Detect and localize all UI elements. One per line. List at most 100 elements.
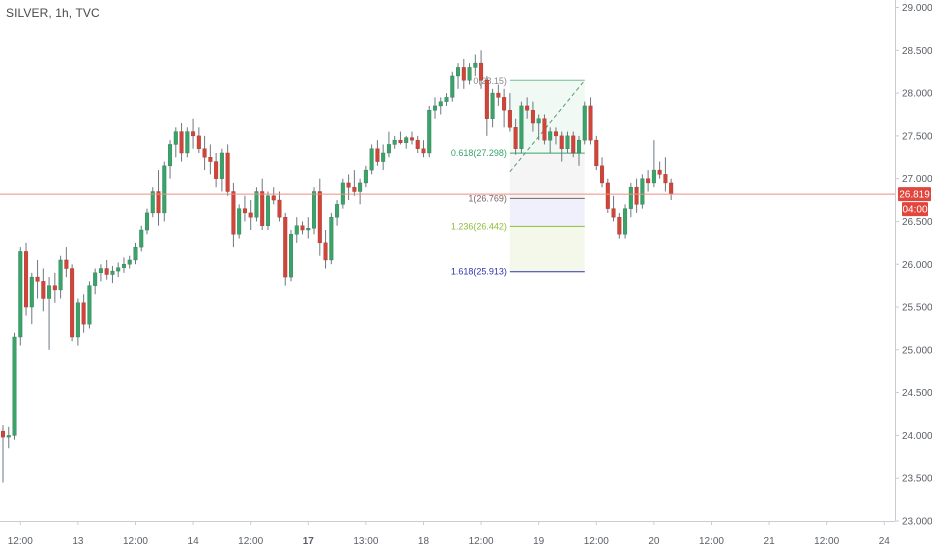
candle-body [467,67,472,81]
candle-body [237,208,242,235]
candle-body [640,178,645,205]
x-tick-label: 12:00 [123,536,148,547]
candle-body [542,118,547,141]
candle-body [346,182,351,188]
candle-body [363,169,368,184]
y-tick-label: 28.500 [902,46,932,57]
candle-body [415,139,420,149]
x-tick-label: 14 [188,536,200,547]
candle-body [156,191,161,214]
last-price-tag [898,187,931,202]
candle-body [98,268,103,274]
candle-body [12,336,17,436]
candles-layer [1,50,674,483]
candle-body [265,195,270,226]
x-tick-label: 12:00 [699,536,724,547]
y-tick-label: 24.500 [902,388,932,399]
candle-body [623,208,628,235]
y-tick-label: 26.000 [902,260,932,271]
candle-body [600,165,605,184]
candle-body [248,212,253,218]
y-tick-label: 26.500 [902,217,932,228]
candle-body [375,148,380,162]
y-tick-label: 25.500 [902,303,932,314]
candle-body [536,118,541,124]
candle-body [168,144,173,167]
candle-body [438,101,443,107]
candle-body [484,80,489,119]
candle-body [127,259,132,265]
fib-level-label: 1.618(25.913) [451,267,507,277]
candle-body [559,135,564,149]
candle-body [173,131,178,145]
y-tick-label: 27.500 [902,131,932,142]
y-tick-label: 23.000 [902,517,932,528]
countdown-tag [902,202,928,217]
countdown-value: 04:00 [902,205,927,216]
x-tick-label: 12:00 [469,536,494,547]
candle-body [611,208,616,218]
candle-body [404,137,409,143]
candle-body [571,135,576,154]
candle-body [530,109,535,124]
candle-body [352,187,357,192]
candle-body [588,105,593,141]
candle-body [507,109,512,128]
fib-zone-band [509,226,585,272]
candle-body [58,259,63,291]
candle-body [75,302,80,338]
candle-body [300,225,305,231]
candle-body [70,268,75,338]
candle-body [35,276,40,282]
y-tick-label: 29.000 [902,3,932,14]
candle-body [519,105,524,149]
candle-body [502,97,507,111]
candle-body [179,131,184,154]
candle-body [196,135,201,149]
fib-zone-band [509,198,585,227]
candle-body [289,234,294,278]
candle-body [104,268,109,275]
x-tick-label: 20 [648,536,660,547]
candle-body [496,92,501,98]
candle-body [64,259,69,269]
candle-body [121,264,126,268]
candle-body [565,135,570,149]
candle-body [553,131,558,137]
candle-body [208,157,213,162]
candle-body [52,285,57,291]
candle-body [1,430,5,438]
candle-body [162,165,167,214]
candle-body [29,276,34,308]
candle-body [525,105,530,111]
candle-body [427,109,432,154]
candle-body [617,216,622,235]
candle-body [513,127,518,149]
candle-body [41,281,46,299]
candle-body [329,216,334,261]
candle-body [657,169,662,175]
candle-body [358,182,363,192]
candle-body [634,187,639,205]
symbol-title: SILVER, 1h, TVC [6,6,100,20]
candle-body [283,216,288,278]
candle-body [110,270,115,275]
fib-level-label: 0.618(27.298) [451,148,507,158]
candle-body [594,139,599,167]
x-tick-label: 19 [533,536,545,547]
candle-body [260,191,265,226]
x-tick-label: 17 [303,536,315,547]
candle-body [219,152,224,179]
candle-body [392,139,397,145]
candle-body [421,148,426,154]
candle-body [646,178,651,184]
candle-body [323,242,328,261]
candle-body [81,302,86,325]
candle-body [139,229,144,248]
candle-body [381,152,386,162]
candle-body [214,161,219,179]
fib-level-label: 1(26.769) [468,193,507,203]
